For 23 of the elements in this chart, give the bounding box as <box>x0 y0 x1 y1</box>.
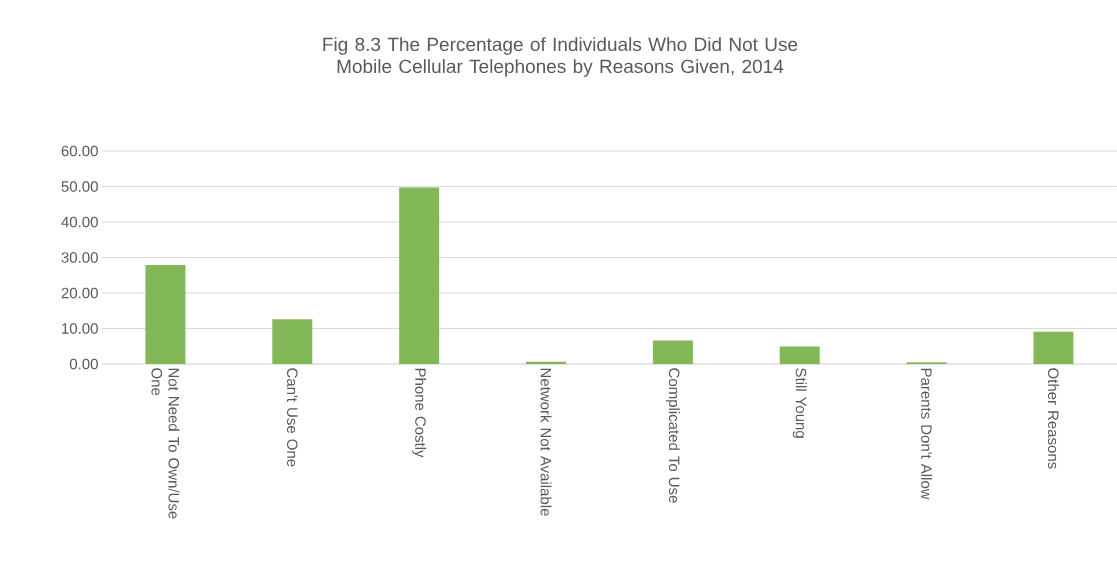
x-tick-label: Other Reasons <box>1047 368 1059 469</box>
bar <box>272 319 313 364</box>
chart-title: Fig 8.3 The Percentage of Individuals Who Did Not Use Mobile Cellular Telephones by Reasons Given, 2014 <box>323 37 798 77</box>
y-tick-label: 40.00 <box>61 216 98 228</box>
x-tick-label: Can't Use One <box>287 368 298 467</box>
x-tick-label: Still Young <box>792 368 807 438</box>
x-tick-label: Not Need To Own/Use One <box>151 368 180 519</box>
bar <box>145 264 186 364</box>
x-tick-label: Phone Costly <box>412 368 427 458</box>
y-tick-label: 20.00 <box>61 287 98 299</box>
x-tick-label: Parents Don't Allow <box>921 368 933 500</box>
bar <box>1033 331 1074 364</box>
bar <box>779 346 820 364</box>
x-tick-label: Complicated To Use <box>665 368 680 503</box>
y-tick-label: 0.00 <box>69 358 98 370</box>
bar <box>399 187 440 364</box>
y-tick-label: 10.00 <box>62 323 98 334</box>
bar <box>652 340 693 364</box>
x-tick-label: Network Not Available <box>540 368 552 516</box>
y-tick-label: 50.00 <box>61 181 98 192</box>
y-tick-label: 30.00 <box>61 252 98 263</box>
bar <box>526 361 567 364</box>
y-tick-label: 60.00 <box>61 145 98 157</box>
